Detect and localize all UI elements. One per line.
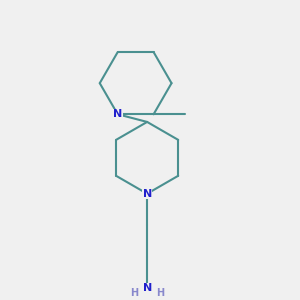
Text: N: N [142,189,152,199]
Text: N: N [113,109,122,119]
Text: H: H [156,288,164,298]
Text: N: N [142,284,152,293]
Text: H: H [130,288,138,298]
